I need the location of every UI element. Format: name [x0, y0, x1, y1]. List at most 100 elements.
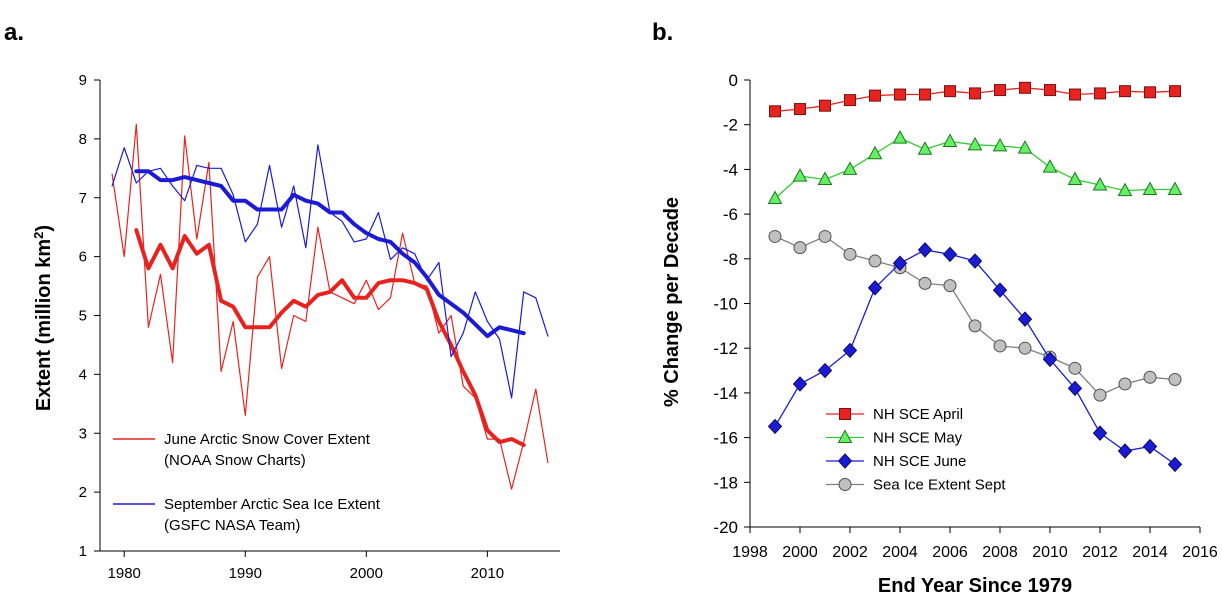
chart-b-point-2	[867, 280, 883, 296]
chart-b-y-tick-label: -10	[713, 295, 738, 314]
chart-b-x-tick-label: 2016	[1182, 544, 1218, 561]
chart-b-y-tick-label: -14	[713, 384, 738, 403]
chart-b-legend-marker	[838, 478, 852, 491]
chart-b-point-2	[1042, 351, 1058, 368]
chart-b-point-0	[1019, 81, 1031, 94]
chart-b-legend-label: NH SCE May	[873, 430, 963, 447]
chart-b-point-2	[917, 242, 933, 258]
chart-b-point-0	[869, 89, 881, 102]
chart-a-y-tick-label: 2	[79, 484, 87, 501]
chart-b-point-1	[992, 137, 1008, 152]
chart-b-point-1	[767, 190, 783, 204]
chart-a-y-tick-label: 3	[79, 425, 87, 442]
chart-b-legend-label: NH SCE April	[873, 406, 963, 423]
chart-b-point-0	[1044, 84, 1056, 97]
chart-b-x-tick-label: 2004	[882, 544, 918, 561]
chart-b-x-tick-label: 2008	[982, 544, 1018, 561]
chart-a-y-tick-label: 8	[79, 131, 87, 148]
chart-b-point-1	[817, 171, 833, 185]
chart-b-series	[767, 81, 1183, 473]
chart-b-point-3	[868, 254, 882, 268]
chart-b-point-0	[1094, 87, 1106, 100]
chart-b-point-3	[793, 241, 807, 255]
chart-a-axes: 1 2 3 4 5 6 7 8 9 1980 1990 2000 2010	[79, 72, 560, 582]
chart-b-point-3	[993, 339, 1007, 353]
chart-b-point-3	[1168, 372, 1182, 386]
chart-a-series-line-3	[134, 169, 526, 339]
chart-b-point-1	[842, 161, 858, 175]
legend-label-snow-cover-line2: (NOAA Snow Charts)	[164, 452, 306, 469]
chart-b-point-2	[892, 255, 908, 272]
chart-b-point-2	[1167, 456, 1183, 473]
chart-b-point-0	[994, 84, 1006, 97]
chart-a-x-tick-label: 1990	[229, 565, 262, 582]
chart-b: 0 -2 -4 -6 -8 -10 -12 -14 -16 -18 -20 1998 2000 2002 2…	[661, 71, 1218, 597]
chart-b-point-2	[792, 376, 808, 392]
chart-a-y-tick-label: 9	[79, 72, 87, 89]
chart-a-series	[111, 123, 549, 490]
chart-b-point-3	[843, 247, 857, 261]
chart-a-y-axis-title: Extent (million km2)	[31, 225, 56, 411]
chart-b-point-3	[818, 229, 832, 243]
chart-a-y-tick-label: 5	[79, 308, 87, 325]
chart-b-x-tick-label: 2002	[832, 544, 868, 561]
chart-b-y-tick-label: 0	[729, 71, 738, 90]
chart-b-point-2	[767, 418, 783, 435]
chart-b-point-2	[967, 253, 983, 269]
chart-b-y-axis-title: % Change per Decade	[661, 197, 683, 407]
chart-b-point-2	[992, 282, 1008, 298]
chart-b-point-1	[792, 168, 808, 182]
chart-b-point-1	[1167, 181, 1183, 196]
chart-a-y-tick-label: 1	[79, 543, 87, 560]
chart-b-series-line-2	[774, 249, 1176, 465]
chart-b-x-tick-label: 2000	[782, 544, 818, 561]
chart-b-point-0	[769, 105, 781, 118]
chart-b-x-tick-label: 1998	[732, 544, 768, 561]
chart-b-legend: NH SCE April NH SCE May NH SCE June Sea Ice…	[826, 406, 1006, 494]
chart-b-x-axis-title: End Year Since 1979	[878, 575, 1072, 597]
chart-a-x-tick-label: 2000	[350, 565, 383, 582]
chart-b-point-0	[919, 88, 931, 101]
chart-a-legend: June Arctic Snow Cover Extent (NOAA Snow…	[113, 431, 381, 534]
chart-b-point-2	[817, 362, 833, 379]
chart-b-point-1	[1017, 140, 1033, 154]
chart-b-x-tick-label: 2010	[1032, 544, 1068, 561]
chart-b-legend-marker	[839, 408, 851, 420]
chart-b-y-tick-label: -8	[723, 250, 738, 269]
chart-b-point-0	[894, 88, 906, 101]
chart-b-legend-marker	[837, 429, 853, 443]
chart-b-point-0	[844, 94, 856, 107]
chart-b-point-0	[944, 85, 956, 98]
legend-label-sea-ice-line2: (GSFC NASA Team)	[164, 517, 300, 534]
panel-b-label: b.	[652, 19, 673, 46]
legend-label-sea-ice-line1: September Arctic Sea Ice Extent	[164, 496, 381, 513]
chart-b-point-2	[1017, 311, 1033, 327]
chart-b-point-3	[1018, 341, 1032, 355]
chart-a-x-tick-label: 1980	[108, 565, 141, 582]
chart-a-y-tick-label: 4	[79, 366, 87, 383]
chart-b-point-2	[1117, 443, 1133, 459]
chart-b-point-0	[1069, 88, 1081, 101]
chart-b-point-0	[819, 99, 831, 112]
chart-b-y-tick-label: -2	[723, 116, 738, 135]
chart-b-x-tick-label: 2012	[1082, 544, 1118, 561]
chart-b-point-3	[1143, 370, 1157, 384]
chart-b-point-2	[842, 342, 858, 359]
chart-b-point-0	[794, 103, 806, 116]
chart-b-point-1	[967, 136, 983, 151]
chart-b-y-tick-label: -6	[723, 205, 738, 224]
chart-b-point-3	[768, 229, 782, 243]
chart-b-point-1	[867, 145, 883, 160]
panel-a-label: a.	[4, 19, 24, 46]
chart-b-point-1	[1092, 176, 1108, 191]
chart-b-point-3	[918, 276, 932, 290]
chart-b-point-3	[968, 319, 982, 333]
chart-b-y-tick-label: -18	[713, 473, 738, 492]
chart-b-point-0	[969, 87, 981, 100]
chart-b-point-2	[1092, 425, 1108, 441]
chart-b-point-1	[1142, 181, 1158, 196]
chart-b-x-tick-label: 2006	[932, 544, 968, 561]
chart-b-x-tick-label: 2014	[1132, 544, 1168, 561]
chart-b-legend-marker	[837, 453, 853, 469]
